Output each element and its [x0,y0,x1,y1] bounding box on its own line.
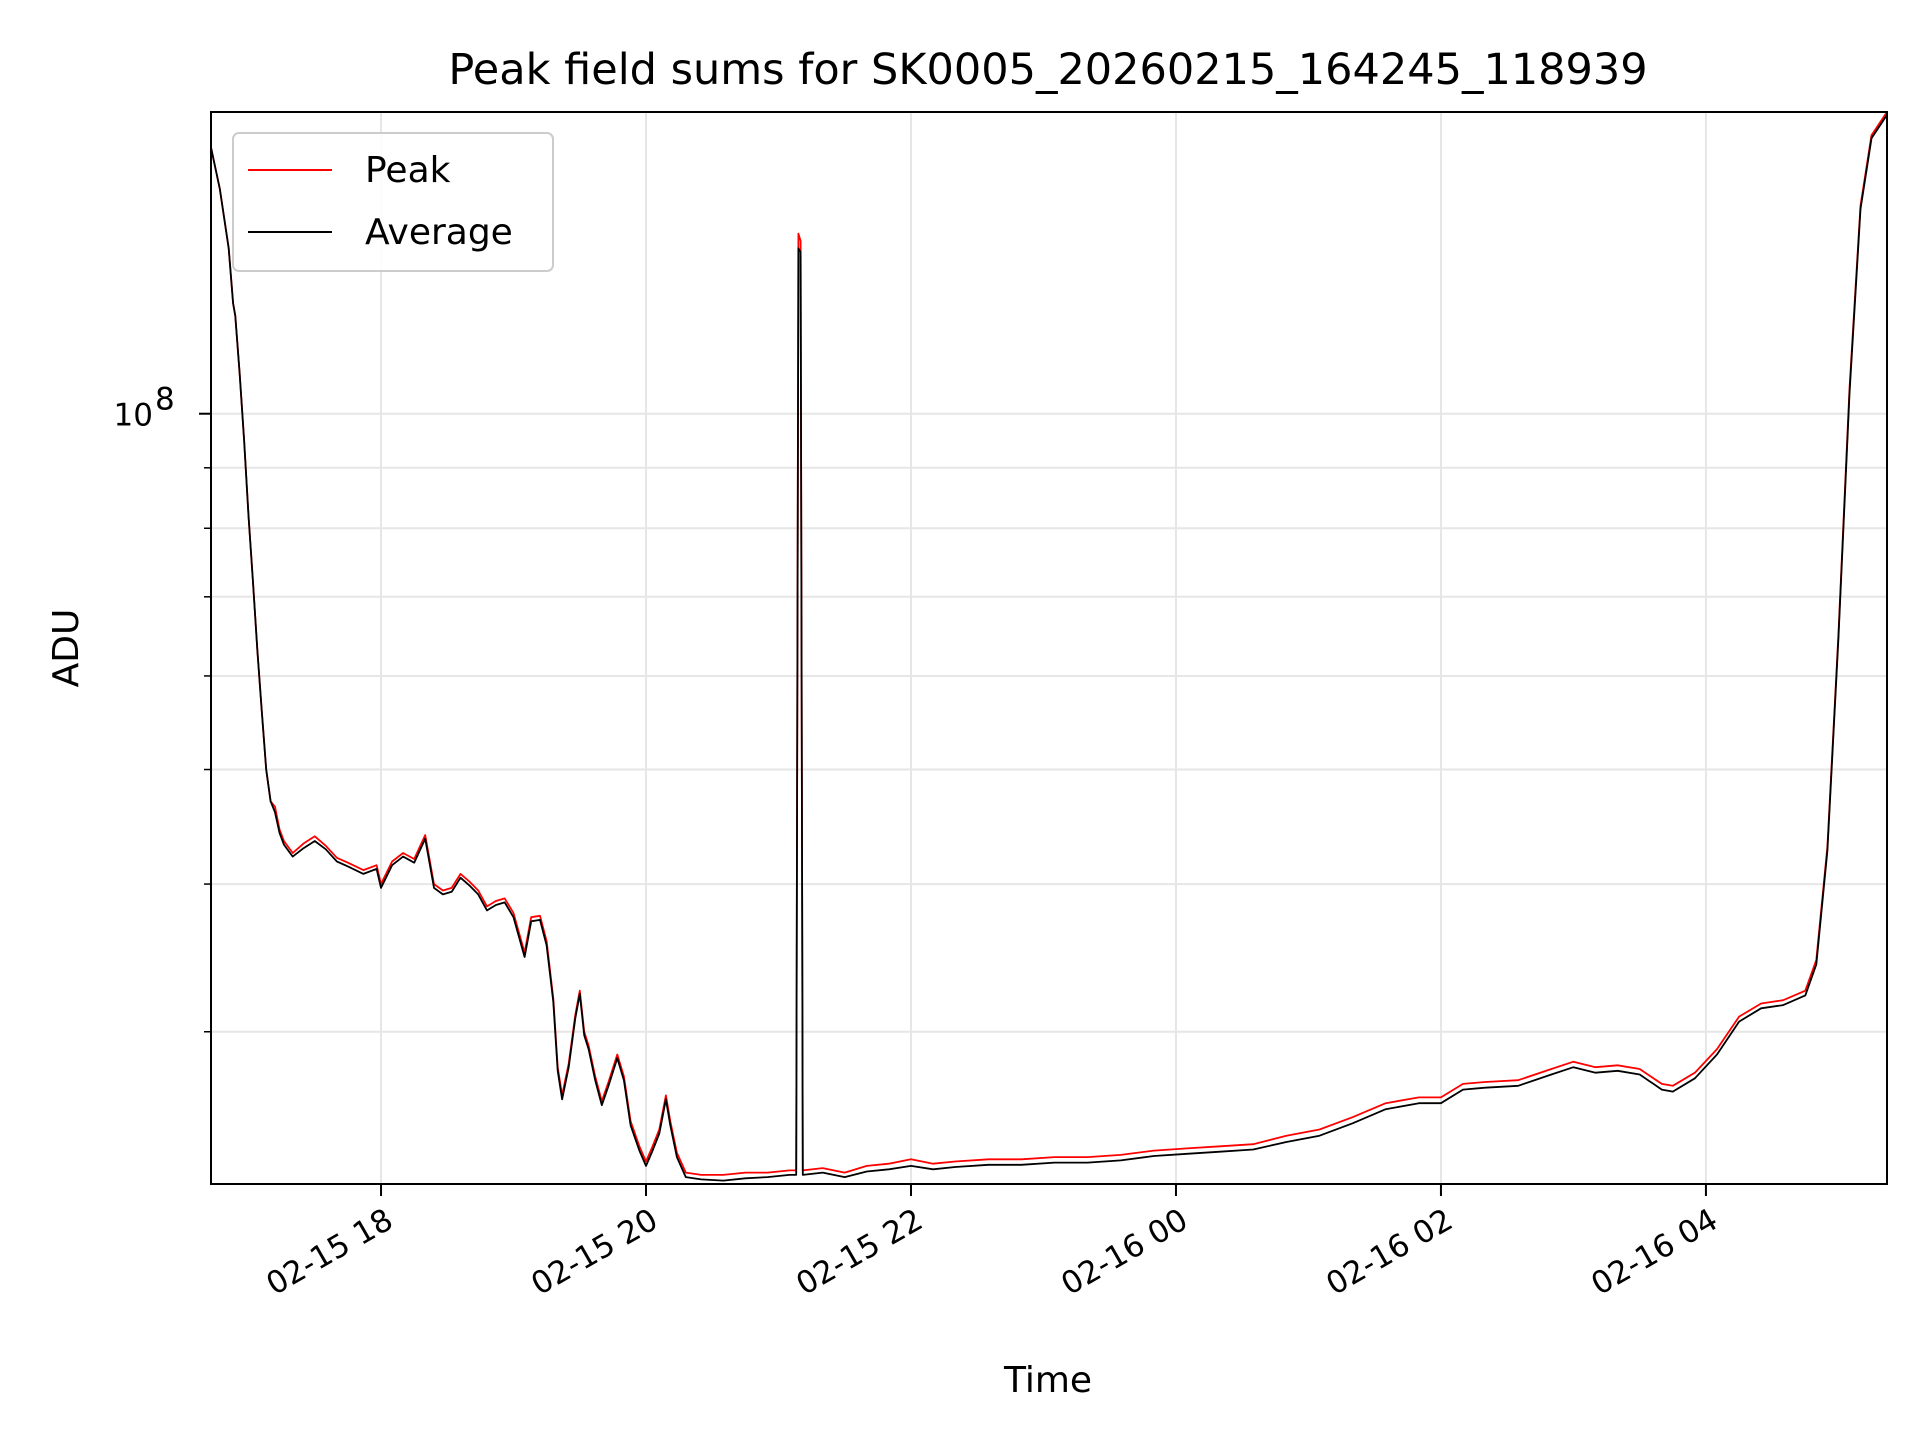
y-tick-exponent: 8 [155,382,175,418]
legend-label-average: Average [365,212,513,253]
series-line-average [210,114,1888,1182]
series-layer [210,111,1888,1182]
chart-title: Peak field sums for SK0005_20260215_1642… [448,45,1647,95]
y-tick-label: 10 [114,398,153,434]
legend-label-peak: Peak [365,150,451,191]
plot-frame [210,111,1888,1185]
grid [211,112,1887,1184]
x-axis-label: Time [1003,1360,1092,1401]
legend-box [232,132,554,272]
series-line-peak [210,111,1888,1176]
y-axis-label: ADU [46,609,87,688]
legend: Peak Average [232,132,554,272]
